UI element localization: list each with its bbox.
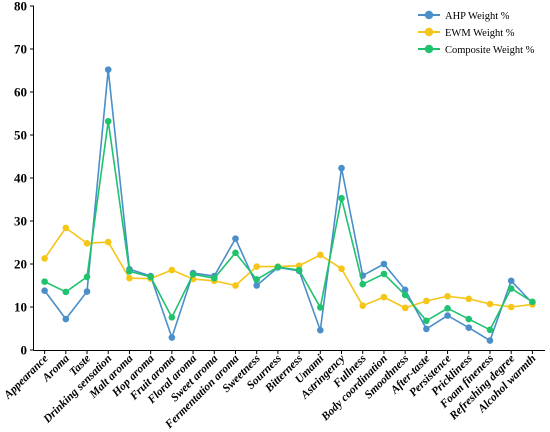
legend: AHP Weight % EWM Weight % Composite Weight… xyxy=(418,11,535,56)
data-point xyxy=(444,304,451,312)
data-point xyxy=(359,302,367,310)
data-point xyxy=(507,285,515,292)
data-point xyxy=(104,66,112,73)
legend-label: Composite Weight % xyxy=(445,45,535,56)
data-point xyxy=(253,276,260,283)
legend-swatch-marker xyxy=(424,27,434,37)
data-point xyxy=(444,292,451,300)
series-line xyxy=(43,227,533,309)
y-tick-label: 80 xyxy=(14,0,27,14)
series-line xyxy=(44,120,533,331)
data-point xyxy=(529,298,536,306)
y-tick-label: 40 xyxy=(14,171,27,186)
data-point xyxy=(168,314,176,321)
data-point xyxy=(62,224,70,232)
data-point xyxy=(401,286,409,294)
y-tick-label: 60 xyxy=(14,85,27,100)
data-point xyxy=(274,263,282,271)
series-0 xyxy=(41,66,536,344)
data-point xyxy=(41,278,48,285)
data-point xyxy=(41,255,48,262)
y-ticks: 0 10 20 30 40 50 60 70 80 xyxy=(14,0,34,358)
series-line xyxy=(43,68,533,342)
legend-label: AHP Weight % xyxy=(445,11,510,22)
data-point xyxy=(444,312,451,319)
legend-swatch-marker xyxy=(424,10,434,20)
y-tick-label: 50 xyxy=(14,128,27,143)
data-point xyxy=(253,282,260,289)
data-point xyxy=(295,266,303,274)
data-point xyxy=(317,326,324,334)
data-point xyxy=(62,288,70,296)
data-point xyxy=(232,282,239,289)
data-point xyxy=(253,263,260,270)
data-point xyxy=(168,334,176,341)
data-point xyxy=(41,287,48,294)
data-point xyxy=(359,280,367,288)
y-tick-label: 0 xyxy=(21,343,28,358)
y-tick-label: 10 xyxy=(14,300,27,315)
data-point xyxy=(147,273,154,281)
data-point xyxy=(507,303,515,311)
data-point xyxy=(232,249,239,257)
data-point xyxy=(380,270,388,278)
legend-item: EWM Weight % xyxy=(418,27,515,39)
data-point xyxy=(317,304,324,311)
data-point xyxy=(338,164,345,172)
y-tick-label: 30 xyxy=(14,214,27,229)
data-point xyxy=(338,194,345,202)
data-point xyxy=(317,251,324,259)
data-point xyxy=(189,271,197,278)
data-point xyxy=(401,291,409,299)
data-point xyxy=(83,273,91,281)
legend-label: EWM Weight % xyxy=(445,28,515,39)
data-point xyxy=(465,315,473,323)
data-point xyxy=(126,274,133,282)
data-point xyxy=(486,326,494,334)
y-tick-label: 70 xyxy=(14,42,27,57)
data-point xyxy=(507,277,515,285)
data-point xyxy=(465,324,473,331)
series-2 xyxy=(41,117,536,334)
y-tick-label: 20 xyxy=(14,257,27,272)
data-point xyxy=(104,238,112,246)
data-point xyxy=(168,266,176,274)
legend-item: Composite Weight % xyxy=(418,44,535,56)
legend-item: AHP Weight % xyxy=(418,11,510,22)
data-point xyxy=(380,293,388,301)
series-group xyxy=(41,66,536,344)
data-point xyxy=(380,260,388,268)
data-point xyxy=(232,235,239,242)
data-point xyxy=(104,117,112,125)
data-point xyxy=(465,295,473,303)
data-point xyxy=(62,315,70,323)
data-point xyxy=(83,240,91,247)
data-point xyxy=(486,337,494,344)
data-point xyxy=(486,300,494,308)
data-point xyxy=(423,317,430,325)
legend-swatch-marker xyxy=(424,44,434,54)
data-point xyxy=(423,297,430,305)
data-point xyxy=(210,274,218,282)
data-point xyxy=(423,325,430,333)
data-point xyxy=(401,304,409,312)
data-point xyxy=(83,288,91,295)
data-point xyxy=(338,265,345,273)
data-point xyxy=(126,268,133,275)
